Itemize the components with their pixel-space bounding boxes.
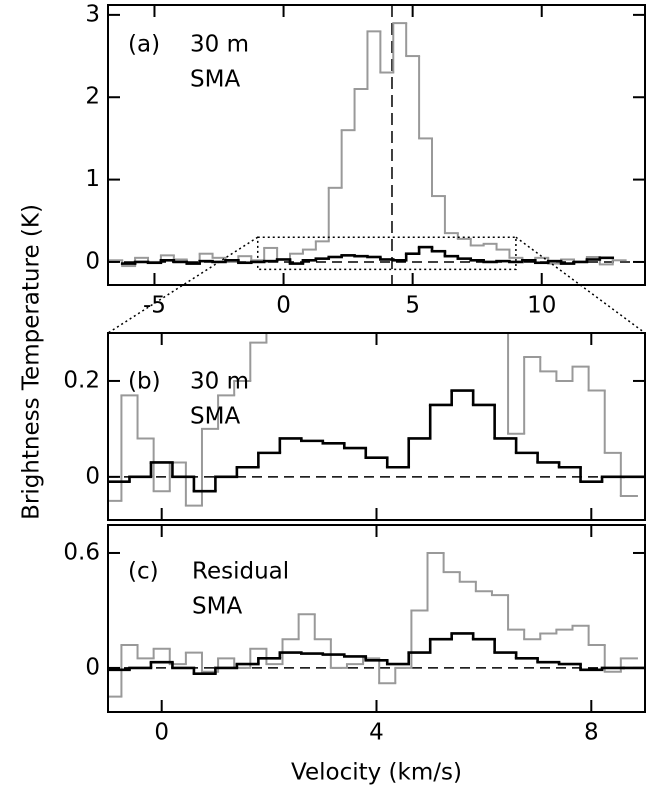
- legend-label: SMA: [192, 594, 242, 620]
- y-axis-label: Brightness Temperature (K): [19, 204, 45, 520]
- y-tick-label: 2: [85, 84, 100, 110]
- series: [108, 22, 627, 268]
- legend-label: SMA: [190, 67, 240, 93]
- legend-label: 30 m: [190, 369, 249, 395]
- axes-frame: [107, 4, 646, 286]
- legend-label: 30 m: [190, 32, 249, 58]
- x-tick-label: -5: [143, 293, 166, 319]
- axes-frame: [107, 332, 646, 521]
- y-tick-label: 3: [85, 1, 100, 27]
- y-tick-label: 0: [85, 463, 100, 489]
- x-axis-label: Velocity (km/s): [291, 760, 462, 786]
- y-tick-label: 0: [85, 654, 100, 680]
- plot-area: [108, 333, 645, 507]
- zoom-line: [515, 236, 646, 334]
- series: [120, 245, 615, 265]
- panel-label: (a): [128, 32, 160, 58]
- x-tick-label: 0: [276, 293, 291, 319]
- y-tick-label: 0: [85, 248, 100, 274]
- legend-label: Residual: [192, 559, 289, 585]
- legend-label: SMA: [190, 404, 240, 430]
- x-tick-label: 8: [584, 720, 599, 746]
- panel-label: (b): [128, 369, 161, 395]
- y-tick-label: 1: [85, 166, 100, 192]
- x-tick-label: 4: [369, 720, 384, 746]
- plot-area: [108, 5, 645, 285]
- x-tick-label: 0: [154, 720, 169, 746]
- x-tick-label: 10: [527, 293, 556, 319]
- panel-label: (c): [128, 559, 159, 585]
- y-tick-label: 0.2: [63, 367, 100, 393]
- x-tick-label: 5: [405, 293, 420, 319]
- y-tick-label: 0.6: [63, 539, 100, 565]
- series: [108, 389, 645, 493]
- axes-frame: [107, 524, 646, 713]
- series: [108, 551, 638, 698]
- plot-area: [108, 551, 645, 698]
- series: [108, 333, 638, 507]
- series: [108, 632, 645, 675]
